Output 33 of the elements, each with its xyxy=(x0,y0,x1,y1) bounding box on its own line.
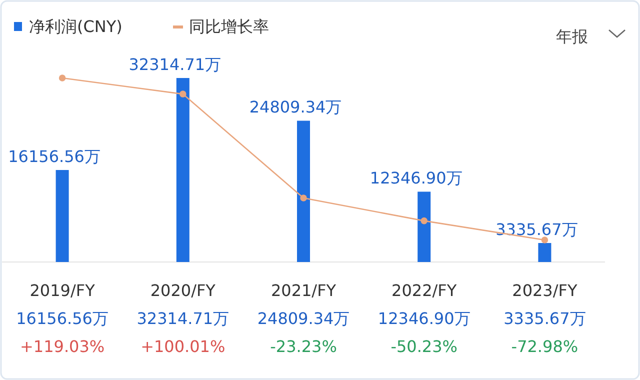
data-label: -23.23% xyxy=(270,337,337,356)
text: 32314.71万 xyxy=(128,55,222,74)
bar xyxy=(418,192,431,262)
point xyxy=(541,236,548,244)
data-label: 3335.67万 xyxy=(504,309,586,328)
text: 24809.34万 xyxy=(249,98,342,117)
text: 12346.90万 xyxy=(370,168,462,188)
data-label: +100.01% xyxy=(140,337,226,356)
text: 3335.67万 xyxy=(496,220,578,240)
data-label: 16156.56万 xyxy=(16,309,108,328)
data-label: 32314.71万 xyxy=(136,309,230,328)
data-label: 12346.90万 xyxy=(378,309,470,328)
bar xyxy=(56,170,69,262)
data-label: 24809.34万 xyxy=(257,309,350,328)
x-tick-label: 2021/FY xyxy=(270,281,336,300)
bar xyxy=(538,243,552,262)
text: 年报 xyxy=(556,27,588,46)
data-label: +119.03% xyxy=(20,337,105,356)
bar xyxy=(176,78,190,262)
legend-label: 净利润(CNY) xyxy=(29,17,122,36)
point xyxy=(58,74,66,82)
point xyxy=(180,90,186,98)
point xyxy=(300,194,307,202)
x-tick-label: 2020/FY xyxy=(150,281,216,300)
text: 16156.56万 xyxy=(8,147,100,166)
x-tick-label: 2023/FY xyxy=(512,281,578,300)
bar xyxy=(297,120,310,262)
data-label: -72.98% xyxy=(511,337,578,356)
x-tick-label: 2019/FY xyxy=(30,281,96,300)
point xyxy=(420,217,428,224)
data-label: -50.23% xyxy=(390,337,458,356)
x-tick-label: 2022/FY xyxy=(392,281,457,300)
legend-label: 同比增长率 xyxy=(189,17,269,36)
